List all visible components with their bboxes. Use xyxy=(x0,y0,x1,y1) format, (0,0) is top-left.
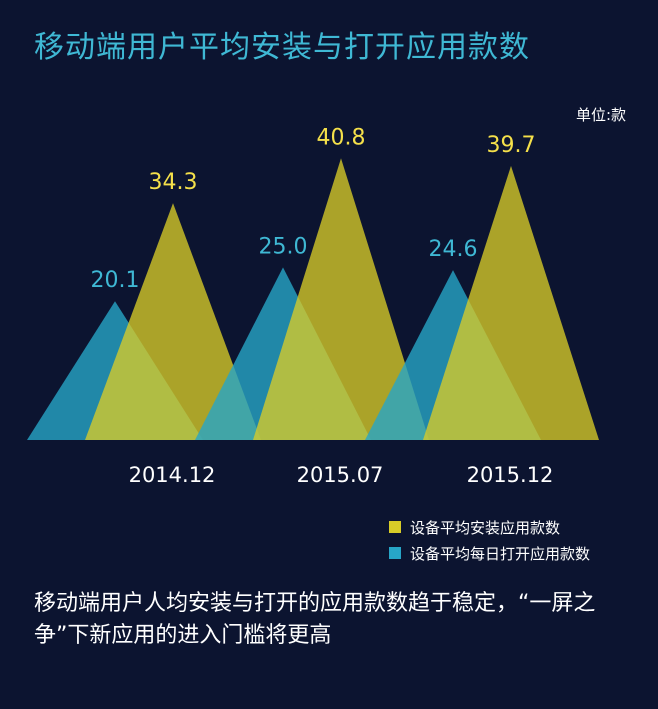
x-tick-label-2015.07: 2015.07 xyxy=(297,463,384,487)
x-tick-label-2014.12: 2014.12 xyxy=(129,463,216,487)
legend-label-installed: 设备平均安装应用款数 xyxy=(410,518,561,537)
chart-title: 移动端用户平均安装与打开应用款数 xyxy=(34,30,530,65)
legend-label-opened: 设备平均每日打开应用款数 xyxy=(410,544,591,563)
legend: 设备平均安装应用款数 设备平均每日打开应用款数 xyxy=(389,514,590,566)
legend-swatch-installed xyxy=(389,521,401,533)
triangle-installed-2015.07 xyxy=(253,158,429,441)
value-label-opened-2014.12: 20.1 xyxy=(91,268,140,293)
unit-label: 单位:款 xyxy=(575,106,626,124)
chart-svg: 20.1 34.3 25.0 40.8 24.6 39.7 2014.12 2015.07 20… xyxy=(27,125,599,487)
value-label-opened-2015.12: 24.6 xyxy=(429,237,478,262)
triangle-installed-2014.12 xyxy=(85,203,261,440)
x-tick-label-2015.12: 2015.12 xyxy=(467,463,554,487)
legend-item-installed: 设备平均安装应用款数 xyxy=(389,514,590,540)
value-label-installed-2015.07: 40.8 xyxy=(317,125,366,150)
legend-item-opened: 设备平均每日打开应用款数 xyxy=(389,540,590,566)
value-label-opened-2015.07: 25.0 xyxy=(259,234,308,259)
triangle-installed-2015.12 xyxy=(423,165,599,440)
conclusion-text: 移动端用户人均安装与打开的应用款数趋于稳定，“一屏之争”下新应用的进入门槛将更高 xyxy=(34,591,596,648)
legend-swatch-opened xyxy=(389,547,401,559)
value-label-installed-2014.12: 34.3 xyxy=(149,170,198,195)
value-label-installed-2015.12: 39.7 xyxy=(487,133,536,158)
